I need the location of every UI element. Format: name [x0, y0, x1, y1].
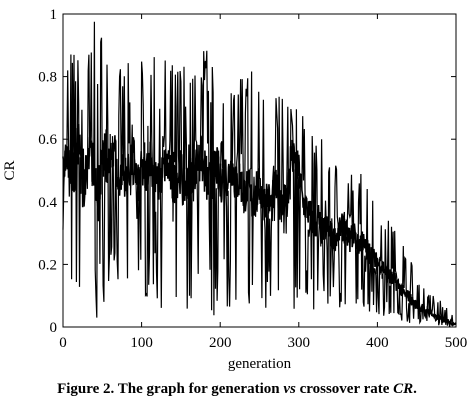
y-tick-label: 0 [50, 320, 58, 336]
y-tick-label: 1 [50, 7, 58, 23]
caption-prefix: Figure 2. The graph for generation [57, 381, 280, 397]
y-tick-label: 0.4 [38, 195, 57, 211]
series-core [62, 123, 457, 327]
chart-svg: 0 100 200 300 400 500 0 0.2 0.4 0.6 0.8 1 generatio… [2, 7, 468, 372]
y-tick-label: 0.6 [38, 132, 57, 148]
caption-middle: crossover rate [299, 381, 390, 397]
x-tick-label: 0 [59, 335, 67, 351]
x-axis-label: generation [228, 356, 292, 372]
x-tick-label: 300 [288, 335, 311, 351]
x-tick-label: 200 [209, 335, 232, 351]
x-tick-label: 400 [366, 335, 389, 351]
caption-cr: CR [393, 381, 414, 397]
plot-frame [62, 13, 457, 328]
y-tick-label: 0.8 [38, 70, 57, 86]
caption-suffix: . [413, 381, 417, 397]
caption-vs: vs [283, 381, 296, 397]
y-tick-label: 0.2 [38, 257, 57, 273]
y-axis-label: CR [2, 160, 18, 180]
x-tick-label: 500 [445, 335, 468, 351]
figure-caption: Figure 2. The graph for generation vs cr… [0, 381, 474, 403]
x-tick-label: 100 [130, 335, 153, 351]
